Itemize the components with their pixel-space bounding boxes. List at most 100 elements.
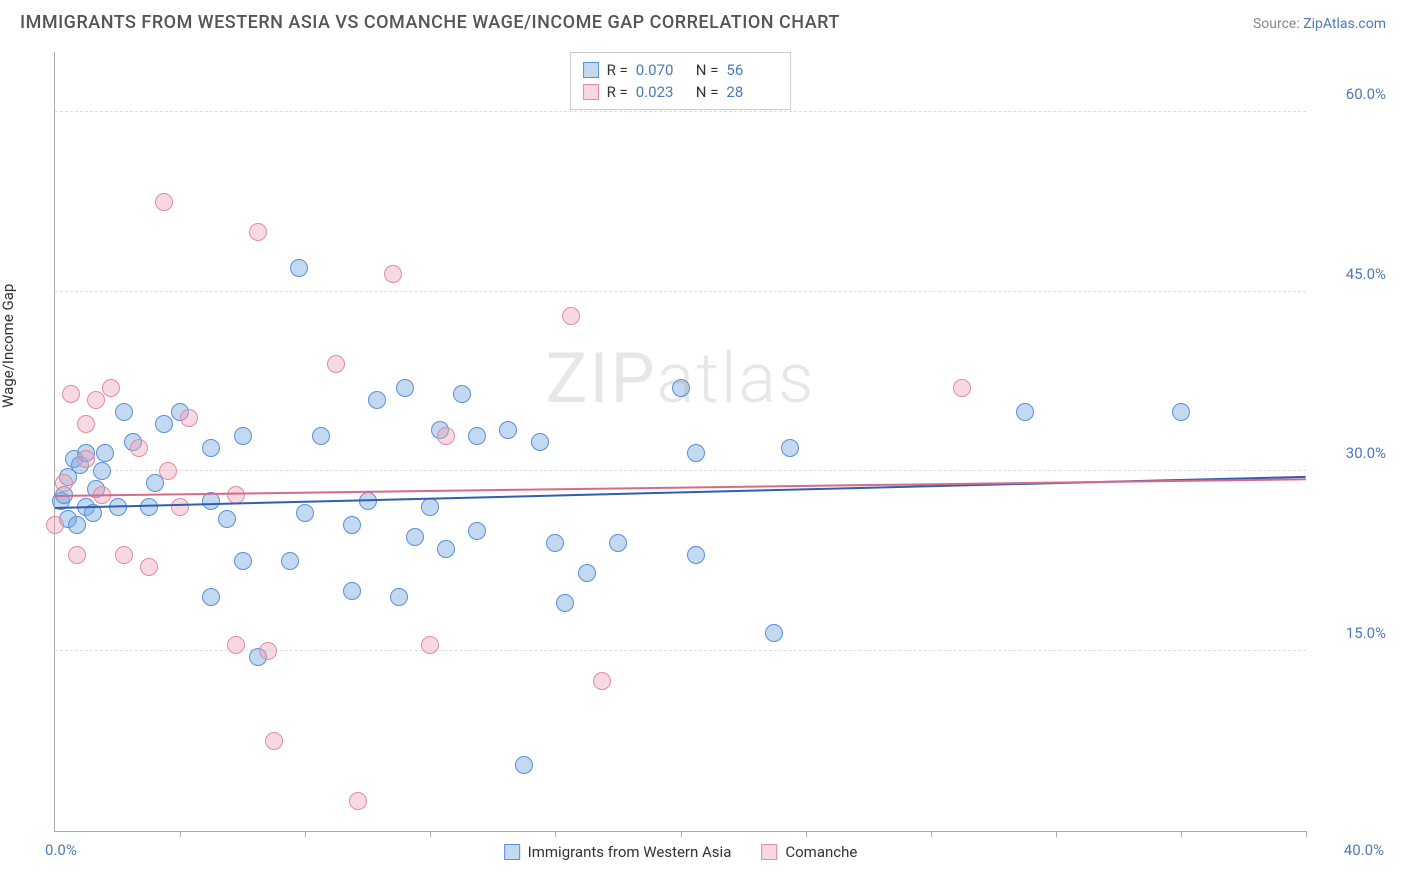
legend-n-value: 28 [726, 83, 768, 101]
y-tick-label: 15.0% [1316, 624, 1386, 642]
legend-series-item: Immigrants from Western Asia [504, 843, 732, 861]
y-tick-label: 60.0% [1316, 85, 1386, 103]
legend-swatch [504, 844, 520, 860]
data-point [234, 552, 252, 570]
legend-r-label: R = [607, 83, 628, 101]
data-point [93, 462, 111, 480]
data-point [218, 510, 236, 528]
data-point [96, 444, 114, 462]
data-point [468, 522, 486, 540]
data-point [349, 792, 367, 810]
data-point [343, 582, 361, 600]
x-tick [681, 831, 682, 837]
y-tick-label: 45.0% [1316, 265, 1386, 283]
legend-series-item: Comanche [761, 843, 857, 861]
legend-n-label: N = [696, 61, 719, 79]
x-axis-min-label: 0.0% [45, 841, 77, 859]
data-point [453, 385, 471, 403]
data-point [140, 498, 158, 516]
source-attribution: Source: ZipAtlas.com [1253, 16, 1386, 32]
data-point [368, 391, 386, 409]
data-point [672, 379, 690, 397]
data-point [115, 546, 133, 564]
data-point [102, 379, 120, 397]
data-point [115, 403, 133, 421]
gridline [55, 291, 1306, 292]
data-point [609, 534, 627, 552]
x-tick [180, 831, 181, 837]
data-point [406, 528, 424, 546]
x-tick [806, 831, 807, 837]
data-point [437, 427, 455, 445]
x-tick [555, 831, 556, 837]
data-point [421, 636, 439, 654]
legend-n-value: 56 [726, 61, 768, 79]
data-point [546, 534, 564, 552]
legend-stat-row: R = 0.070 N = 56 [583, 59, 779, 81]
data-point [593, 672, 611, 690]
data-point [171, 498, 189, 516]
data-point [468, 427, 486, 445]
data-point [202, 588, 220, 606]
data-point [77, 415, 95, 433]
data-point [1016, 403, 1034, 421]
x-tick [1056, 831, 1057, 837]
data-point [437, 540, 455, 558]
x-tick [931, 831, 932, 837]
data-point [578, 564, 596, 582]
x-tick [1306, 831, 1307, 837]
x-tick [430, 831, 431, 837]
data-point [556, 594, 574, 612]
data-point [234, 427, 252, 445]
data-point [327, 355, 345, 373]
legend-n-label: N = [696, 83, 719, 101]
data-point [62, 385, 80, 403]
legend-swatch [761, 844, 777, 860]
data-point [343, 516, 361, 534]
data-point [765, 624, 783, 642]
data-point [140, 558, 158, 576]
data-point [77, 450, 95, 468]
data-point [359, 492, 377, 510]
legend-series-name: Comanche [785, 843, 857, 861]
data-point [396, 379, 414, 397]
data-point [68, 516, 86, 534]
legend-r-label: R = [607, 61, 628, 79]
series-legend: Immigrants from Western Asia Comanche [504, 843, 858, 861]
data-point [259, 642, 277, 660]
data-point [421, 498, 439, 516]
data-point [531, 433, 549, 451]
source-link[interactable]: ZipAtlas.com [1303, 16, 1386, 32]
x-tick [305, 831, 306, 837]
data-point [159, 462, 177, 480]
data-point [249, 223, 267, 241]
data-point [384, 265, 402, 283]
data-point [155, 193, 173, 211]
chart-container: Wage/Income Gap ZIPatlas R =0.070N =56R … [10, 40, 1396, 882]
data-point [227, 636, 245, 654]
data-point [687, 444, 705, 462]
legend-r-value: 0.070 [636, 61, 678, 79]
legend-swatch [583, 84, 599, 100]
data-point [290, 259, 308, 277]
data-point [953, 379, 971, 397]
legend-stat-row: R = 0.023 N = 28 [583, 81, 779, 103]
x-axis-max-label: 40.0% [1314, 841, 1384, 859]
y-axis-label: Wage/Income Gap [0, 284, 17, 408]
plot-area: ZIPatlas R =0.070N =56R =0.023N =28 0.0%… [54, 52, 1306, 832]
data-point [281, 552, 299, 570]
correlation-legend: R = 0.070 N = 56 R = 0.023 N = 28 [570, 52, 792, 110]
data-point [296, 504, 314, 522]
data-point [312, 427, 330, 445]
chart-title: IMMIGRANTS FROM WESTERN ASIA VS COMANCHE… [20, 12, 840, 33]
gridline [55, 111, 1306, 112]
legend-swatch [583, 62, 599, 78]
data-point [87, 391, 105, 409]
data-point [515, 756, 533, 774]
gridline [55, 470, 1306, 471]
data-point [155, 415, 173, 433]
data-point [202, 492, 220, 510]
legend-r-value: 0.023 [636, 83, 678, 101]
legend-series-name: Immigrants from Western Asia [528, 843, 732, 861]
data-point [390, 588, 408, 606]
